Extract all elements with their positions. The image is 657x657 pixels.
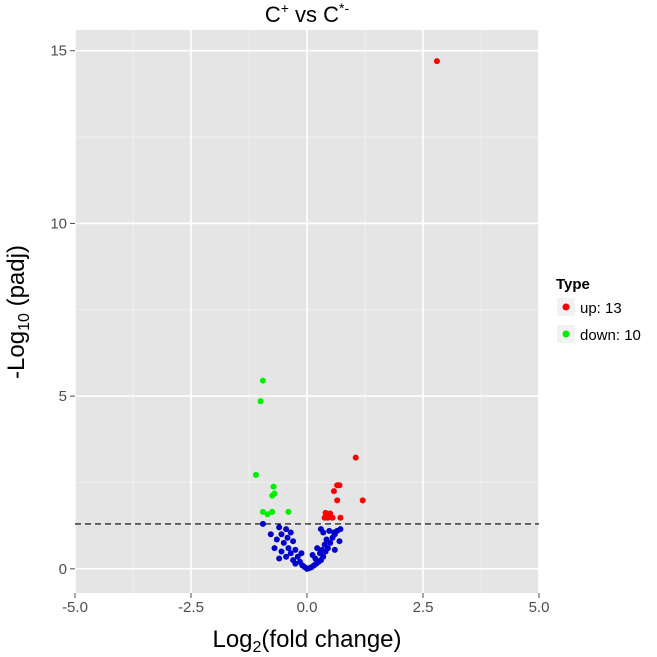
- data-point-series-2: [267, 531, 274, 538]
- data-point-series-1: [259, 508, 266, 515]
- x-tick-label: 5.0: [529, 599, 550, 616]
- data-point-series-1: [269, 508, 276, 515]
- y-tick-label: 15: [50, 43, 67, 60]
- y-tick-label: 10: [50, 215, 67, 232]
- chart-title: C+ vs C*-: [265, 0, 350, 27]
- data-point-series-0: [433, 58, 440, 65]
- data-point-series-1: [285, 508, 292, 515]
- data-point-series-1: [252, 471, 259, 478]
- data-point-series-2: [317, 526, 324, 533]
- data-point-series-2: [271, 545, 278, 552]
- data-point-series-2: [276, 555, 283, 562]
- data-point-series-2: [337, 526, 344, 533]
- data-point-series-2: [285, 545, 292, 552]
- y-tick-label: 0: [59, 561, 67, 578]
- x-tick-label: -2.5: [178, 599, 204, 616]
- x-tick-label: 0.0: [297, 599, 318, 616]
- data-point-series-1: [257, 398, 264, 405]
- data-point-series-2: [336, 538, 343, 545]
- x-tick-label: 2.5: [413, 599, 434, 616]
- data-point-series-2: [331, 546, 338, 553]
- data-point-series-1: [269, 492, 276, 499]
- data-point-series-1: [270, 483, 277, 490]
- data-point-series-0: [336, 482, 343, 489]
- data-point-series-1: [264, 511, 271, 518]
- data-points: [252, 58, 440, 572]
- data-point-series-2: [283, 526, 290, 533]
- legend-dot-up: [562, 303, 570, 311]
- data-point-series-2: [284, 534, 291, 541]
- data-point-series-0: [322, 509, 329, 516]
- legend: Type up: 13 down: 10: [556, 276, 641, 344]
- data-point-series-2: [326, 527, 333, 534]
- data-point-series-2: [287, 550, 294, 557]
- data-point-series-2: [321, 541, 328, 548]
- data-point-series-2: [273, 536, 280, 543]
- y-axis-title: -Log10 (padj): [3, 245, 33, 379]
- data-point-series-2: [318, 546, 325, 553]
- x-tick-label: -5.0: [62, 599, 88, 616]
- data-point-series-2: [276, 524, 283, 531]
- data-point-series-2: [292, 546, 299, 553]
- data-point-series-0: [334, 497, 341, 504]
- data-point-series-1: [259, 377, 266, 384]
- legend-label-up: up: 13: [580, 300, 622, 317]
- legend-label-down: down: 10: [580, 327, 641, 344]
- data-point-series-0: [352, 454, 359, 461]
- data-point-series-0: [327, 510, 334, 517]
- data-point-series-0: [330, 488, 337, 495]
- data-point-series-2: [280, 539, 287, 546]
- data-point-series-0: [337, 514, 344, 521]
- data-point-series-0: [321, 514, 328, 521]
- legend-dot-down: [562, 330, 570, 338]
- data-point-series-2: [309, 552, 316, 559]
- data-point-series-2: [287, 529, 294, 536]
- x-axis-ticks: -5.0 -2.5 0.0 2.5 5.0: [62, 593, 549, 616]
- x-axis-title: Log2(fold change): [212, 626, 401, 656]
- data-point-series-0: [359, 497, 366, 504]
- major-grid: [74, 30, 540, 593]
- y-axis-ticks: 0 5 10 15: [50, 43, 75, 578]
- data-point-series-2: [330, 529, 337, 536]
- y-tick-label: 5: [59, 388, 67, 405]
- data-point-series-2: [314, 545, 321, 552]
- data-point-series-2: [323, 536, 330, 543]
- data-point-series-2: [298, 550, 305, 557]
- legend-title: Type: [556, 276, 590, 293]
- data-point-series-2: [283, 553, 290, 560]
- data-point-series-2: [292, 560, 299, 567]
- data-point-series-2: [278, 548, 285, 555]
- data-point-series-2: [259, 520, 266, 527]
- data-point-series-2: [290, 538, 297, 545]
- data-point-series-2: [278, 531, 285, 538]
